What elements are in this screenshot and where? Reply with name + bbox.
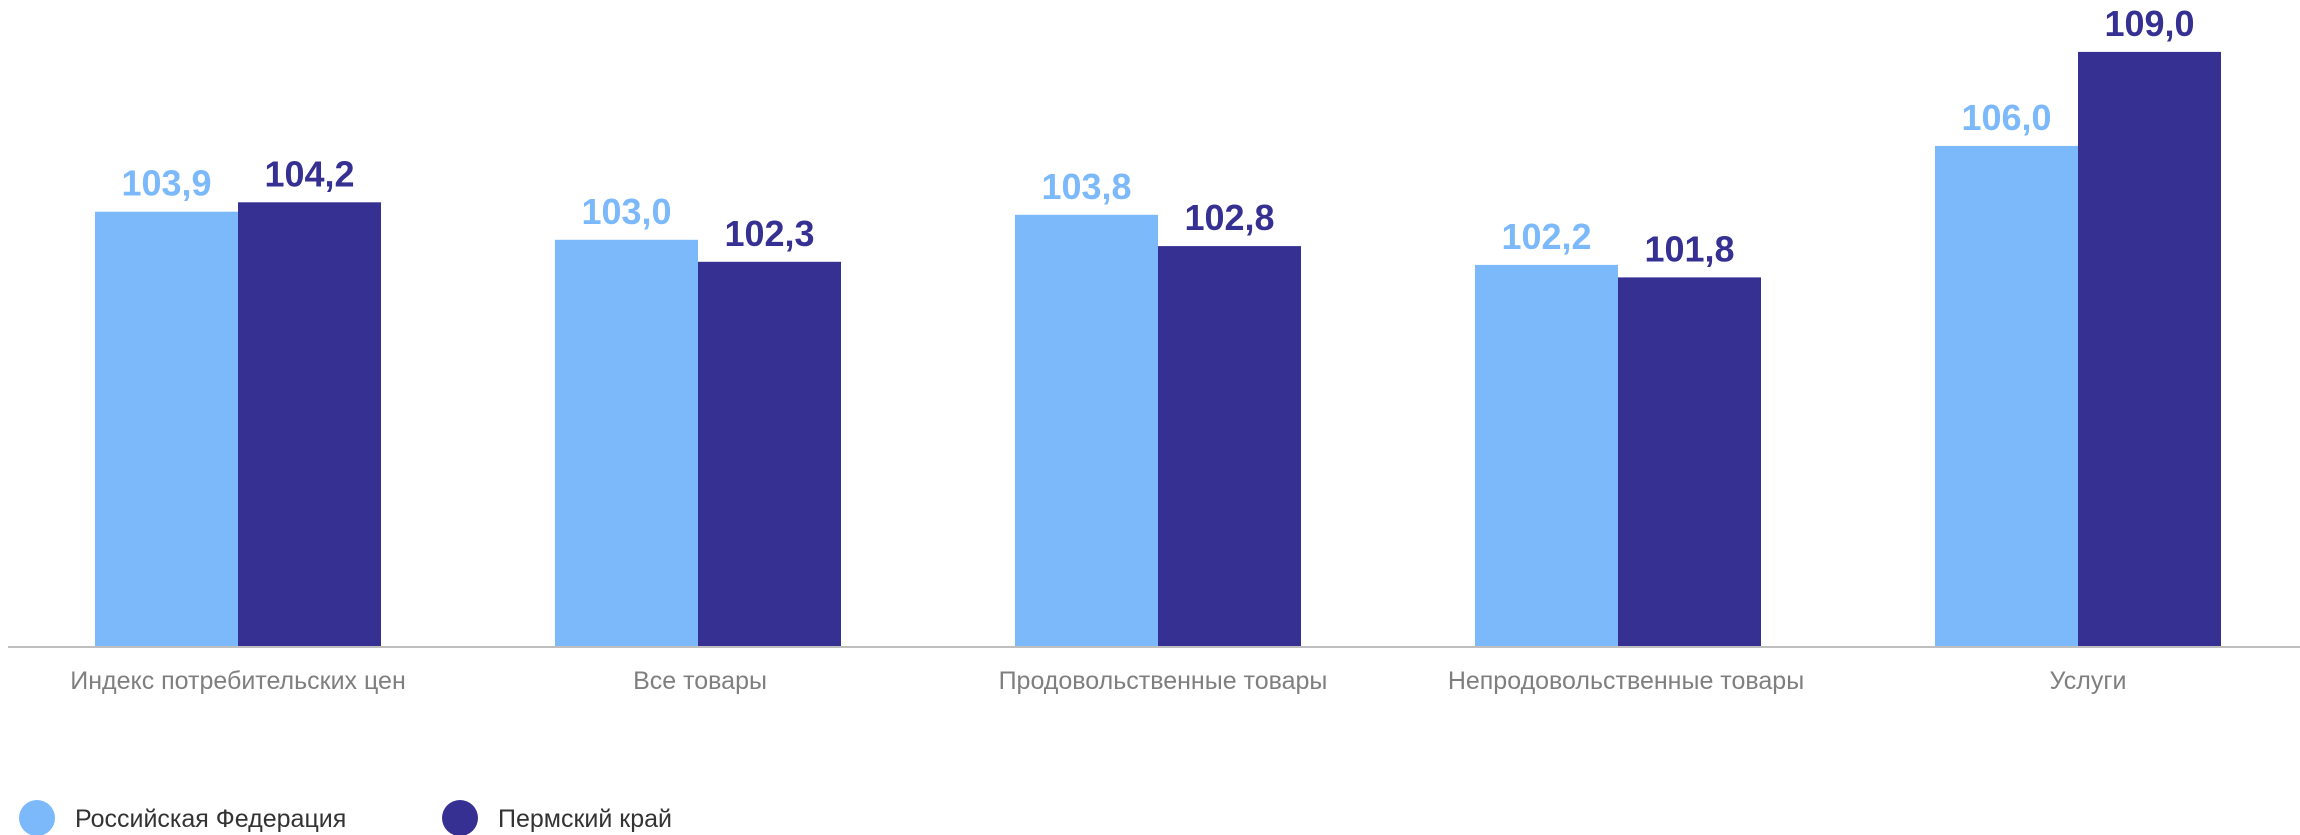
legend-label: Пермский край <box>498 805 672 833</box>
legend-swatch <box>442 800 478 835</box>
data-label-perm: 102,8 <box>1184 197 1274 238</box>
bar-russia <box>1935 145 2078 647</box>
bar-perm <box>1158 246 1301 647</box>
bar-perm <box>238 202 381 648</box>
bar-russia <box>555 239 698 648</box>
legend-swatch <box>19 800 55 835</box>
data-label-russia: 102,2 <box>1501 216 1591 257</box>
value-labels-layer: 103,9 104,2 103,0 102,3 103,8 102,8 102,2 101,8… <box>121 3 2194 269</box>
bar-russia <box>1475 264 1618 647</box>
legend-label: Российская Федерация <box>75 805 346 833</box>
category-label: Непродовольственные товары <box>1448 667 1804 695</box>
bar-perm <box>1618 277 1761 647</box>
category-label: Все товары <box>633 667 767 695</box>
data-label-russia: 103,8 <box>1041 166 1131 207</box>
legend-item-perm: Пермский край <box>442 800 672 835</box>
legend: Российская Федерация Пермский край <box>19 800 672 835</box>
data-label-russia: 106,0 <box>1961 97 2051 138</box>
data-label-perm: 109,0 <box>2104 3 2194 44</box>
data-label-russia: 103,9 <box>121 163 211 204</box>
category-labels-layer: Индекс потребительских цен Все товары Пр… <box>70 667 2126 695</box>
bar-perm <box>698 261 841 647</box>
bars-layer <box>95 51 2221 648</box>
bar-russia <box>1015 214 1158 648</box>
data-label-perm: 102,3 <box>724 213 814 254</box>
data-label-perm: 101,8 <box>1644 228 1734 269</box>
data-label-perm: 104,2 <box>264 153 354 194</box>
bar-russia <box>95 211 238 647</box>
bar-perm <box>2078 51 2221 647</box>
data-label-russia: 103,0 <box>581 191 671 232</box>
category-label: Услуги <box>2050 667 2127 695</box>
legend-item-russia: Российская Федерация <box>19 800 346 835</box>
category-label: Индекс потребительских цен <box>70 667 406 695</box>
category-label: Продовольственные товары <box>999 667 1328 695</box>
